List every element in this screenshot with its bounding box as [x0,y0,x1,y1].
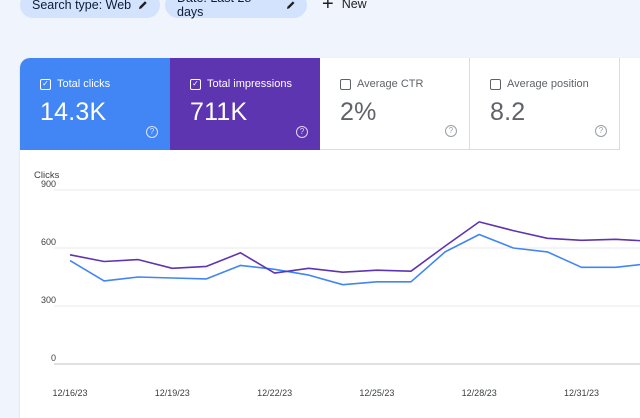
x-tick-label: 12/31/23 [564,388,599,398]
help-icon[interactable]: ? [146,126,158,138]
axis-ticks: 0 300 600 900 12/16/23 12/19/23 12/22/23 12/25/… [41,179,599,398]
y-tick-label: 900 [41,179,56,189]
checked-checkbox-icon[interactable]: ✓ [40,78,51,90]
metric-label: Average position [507,78,589,90]
edit-icon [139,1,147,9]
date-filter-chip[interactable]: Date: Last 28 days [165,0,307,19]
metric-label: Total impressions [207,78,292,90]
metric-label: Total clicks [57,78,111,90]
date-filter-label: Date: Last 28 days [177,0,251,19]
x-tick-label: 12/19/23 [155,388,190,398]
new-filter-label: New [341,0,367,11]
help-icon[interactable]: ? [595,125,607,137]
help-icon[interactable]: ? [296,126,308,138]
gridlines [54,189,640,365]
help-icon[interactable]: ? [445,125,457,137]
x-tick-label: 12/25/23 [359,388,394,398]
metric-average-ctr[interactable]: Average CTR 2% ? [320,58,470,150]
metric-value: 2% [340,98,377,126]
unchecked-checkbox-icon[interactable] [490,78,501,90]
performance-chart: Clicks 0 300 600 900 12/16/23 12/19/23 12/22/2… [20,150,640,418]
metric-average-position[interactable]: Average position 8.2 ? [470,58,620,150]
x-tick-label: 12/16/23 [52,388,87,398]
metric-value: 711K [190,98,248,126]
clicks-series-line [69,233,640,286]
checked-checkbox-icon[interactable]: ✓ [190,78,201,90]
y-tick-label: 600 [41,237,56,247]
metric-tiles: ✓ Total clicks 14.3K ? ✓ Total impressio… [20,58,640,150]
search-type-label: Search type: Web [32,0,132,12]
y-axis-title: Clicks [34,170,60,181]
plus-icon: + [322,0,334,15]
metric-total-impressions[interactable]: ✓ Total impressions 711K ? [170,58,320,150]
impressions-series-line [69,221,640,274]
search-type-filter-chip[interactable]: Search type: Web [20,0,160,18]
new-filter-button[interactable]: + New [322,0,367,14]
y-tick-label: 0 [51,353,56,363]
unchecked-checkbox-icon[interactable] [340,78,351,90]
x-tick-label: 12/28/23 [462,388,497,398]
metric-value: 14.3K [40,98,107,126]
x-tick-label: 12/22/23 [257,388,292,398]
edit-icon [287,1,295,9]
performance-card: ✓ Total clicks 14.3K ? ✓ Total impressio… [20,58,640,418]
line-chart: Clicks 0 300 600 900 12/16/23 12/19/23 12/22/2… [34,170,640,398]
y-tick-label: 300 [41,295,56,305]
metric-value: 8.2 [490,98,526,126]
metric-label: Average CTR [357,78,424,90]
filter-bar: Search type: Web Date: Last 28 days + Ne… [0,0,640,40]
series-lines [69,221,640,286]
metric-total-clicks[interactable]: ✓ Total clicks 14.3K ? [20,58,170,150]
